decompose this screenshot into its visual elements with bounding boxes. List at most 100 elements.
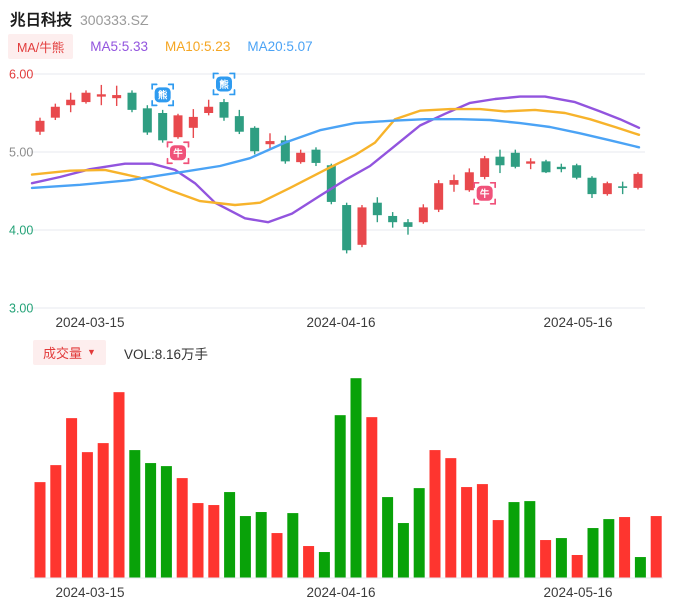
- candle[interactable]: [127, 90, 137, 113]
- candle[interactable]: [449, 174, 459, 192]
- volume-bar[interactable]: [571, 554, 583, 578]
- volume-bar[interactable]: [129, 450, 141, 578]
- candle-body: [633, 173, 643, 188]
- candle-body: [372, 202, 382, 216]
- volume-bar[interactable]: [97, 443, 109, 578]
- volume-bar[interactable]: [492, 520, 504, 578]
- candle[interactable]: [188, 109, 198, 138]
- volume-bar[interactable]: [445, 458, 457, 578]
- price-axis-label: 4.00: [9, 224, 33, 238]
- candle[interactable]: [602, 181, 612, 196]
- candle[interactable]: [280, 135, 290, 164]
- candle[interactable]: [618, 181, 628, 195]
- volume-bar[interactable]: [145, 463, 157, 578]
- candle[interactable]: [112, 85, 122, 106]
- candle[interactable]: [66, 92, 76, 113]
- candle[interactable]: [434, 180, 444, 213]
- volume-bar[interactable]: [224, 492, 236, 578]
- candle[interactable]: [311, 147, 321, 167]
- volume-bar[interactable]: [634, 557, 646, 578]
- volume-bar[interactable]: [334, 415, 346, 578]
- volume-bar[interactable]: [619, 517, 631, 578]
- volume-bar[interactable]: [397, 523, 409, 578]
- candle[interactable]: [541, 159, 551, 174]
- volume-bar[interactable]: [650, 516, 662, 578]
- volume-bar[interactable]: [508, 502, 520, 578]
- volume-bar[interactable]: [81, 452, 93, 578]
- bear-badge[interactable]: 熊: [151, 83, 175, 107]
- ma-bullbear-chip[interactable]: MA/牛熊: [8, 34, 74, 59]
- volume-bar[interactable]: [50, 465, 62, 578]
- volume-bar[interactable]: [208, 505, 220, 578]
- volume-bar[interactable]: [476, 484, 488, 578]
- volume-type-chip[interactable]: 成交量 ▼: [33, 340, 106, 365]
- candle-body: [418, 207, 428, 223]
- volume-bar[interactable]: [429, 450, 441, 578]
- candle[interactable]: [403, 219, 413, 235]
- price-axis-label: 5.00: [9, 146, 33, 160]
- candle[interactable]: [265, 133, 275, 149]
- volume-bar[interactable]: [160, 466, 172, 578]
- candle-body: [81, 92, 91, 103]
- candle-body: [311, 149, 321, 163]
- volume-bar[interactable]: [413, 488, 425, 578]
- volume-bar[interactable]: [587, 528, 599, 578]
- volume-bar[interactable]: [524, 501, 536, 578]
- candle[interactable]: [234, 109, 244, 135]
- candle[interactable]: [464, 168, 474, 192]
- volume-bar[interactable]: [271, 533, 283, 578]
- candle[interactable]: [572, 163, 582, 180]
- volume-bar[interactable]: [113, 392, 125, 578]
- candle[interactable]: [526, 158, 536, 170]
- candle[interactable]: [342, 202, 352, 254]
- volume-bar[interactable]: [461, 487, 473, 578]
- volume-bar[interactable]: [382, 497, 394, 578]
- candle[interactable]: [326, 163, 336, 205]
- candle[interactable]: [81, 90, 91, 104]
- candle[interactable]: [480, 155, 490, 180]
- volume-bar[interactable]: [555, 538, 567, 578]
- candle-body: [403, 222, 413, 227]
- candle[interactable]: [510, 149, 520, 169]
- candle[interactable]: [96, 84, 106, 106]
- candle[interactable]: [556, 163, 566, 173]
- volume-bar[interactable]: [603, 519, 615, 578]
- volume-bar[interactable]: [176, 478, 188, 578]
- badge-bracket-icon: [212, 72, 219, 79]
- ma-legend: MA/牛熊 MA5:5.33 MA10:5.23 MA20:5.07: [8, 34, 313, 59]
- volume-bar[interactable]: [318, 552, 330, 578]
- volume-bar[interactable]: [66, 418, 78, 578]
- volume-bar[interactable]: [540, 540, 552, 578]
- candle[interactable]: [173, 113, 183, 139]
- volume-bar[interactable]: [287, 513, 299, 578]
- candle[interactable]: [495, 149, 505, 174]
- bear-badge[interactable]: 熊: [212, 72, 236, 96]
- badge-bracket-icon: [151, 100, 158, 107]
- volume-bar[interactable]: [255, 512, 267, 578]
- bull-badge[interactable]: 牛: [473, 181, 497, 205]
- stock-code: 300333.SZ: [80, 12, 149, 28]
- volume-bar[interactable]: [34, 482, 46, 578]
- volume-bar[interactable]: [192, 503, 204, 578]
- candle[interactable]: [142, 105, 152, 135]
- volume-bar[interactable]: [239, 516, 251, 578]
- candle[interactable]: [388, 212, 398, 228]
- candle[interactable]: [50, 103, 60, 121]
- volume-bar[interactable]: [350, 378, 362, 578]
- volume-bar[interactable]: [366, 417, 378, 578]
- candle[interactable]: [204, 99, 214, 116]
- bull-badge[interactable]: 牛: [166, 141, 190, 165]
- chart-header: 兆日科技 300333.SZ: [10, 8, 149, 30]
- candle-body: [50, 106, 60, 118]
- candle[interactable]: [372, 197, 382, 223]
- candle[interactable]: [158, 109, 168, 143]
- candle[interactable]: [296, 149, 306, 164]
- candle[interactable]: [357, 205, 367, 248]
- candle[interactable]: [250, 126, 260, 155]
- candle[interactable]: [219, 98, 229, 121]
- candle[interactable]: [587, 176, 597, 199]
- candle[interactable]: [418, 204, 428, 224]
- candle[interactable]: [633, 172, 643, 190]
- volume-bar[interactable]: [303, 546, 315, 578]
- candle[interactable]: [35, 117, 45, 135]
